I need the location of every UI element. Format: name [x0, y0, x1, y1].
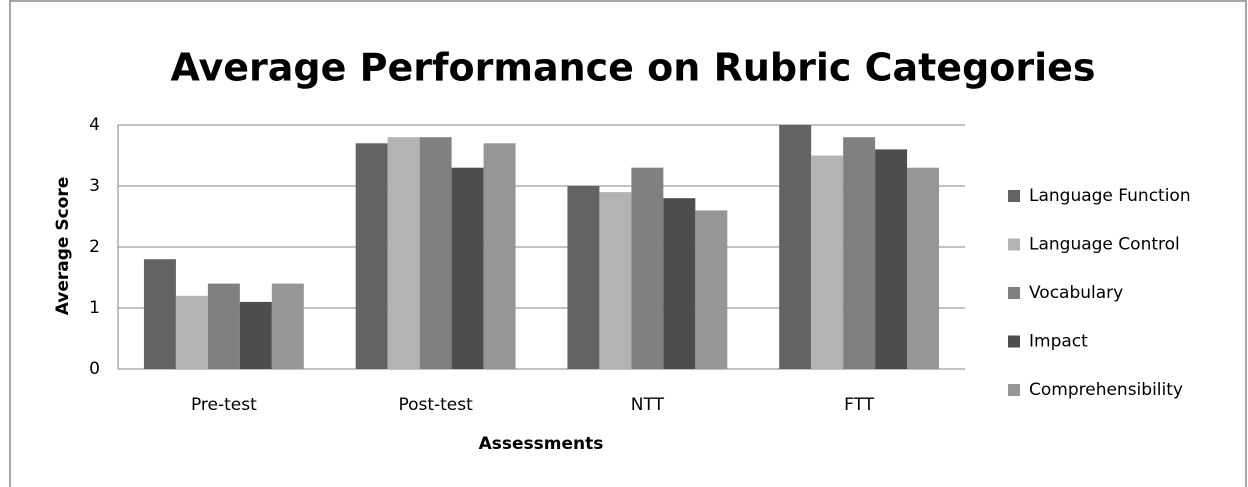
- bar: [907, 167, 940, 369]
- y-tick-label: 0: [89, 359, 100, 379]
- y-tick-label: 1: [89, 298, 100, 318]
- x-axis-title: Assessments: [479, 434, 604, 454]
- x-tick-label: Pre-test: [191, 395, 257, 415]
- bar: [271, 283, 304, 369]
- bar: [811, 155, 844, 369]
- bar: [451, 167, 484, 369]
- bar: [175, 295, 208, 369]
- bar: [355, 143, 388, 369]
- legend-swatch: [1008, 384, 1020, 396]
- bar: [387, 137, 420, 369]
- legend-label: Language Function: [1029, 186, 1191, 206]
- bar: [239, 301, 272, 369]
- y-axis-title: Average Score: [53, 177, 73, 316]
- bar: [779, 125, 812, 369]
- y-tick-label: 4: [89, 115, 100, 135]
- x-tick-label: NTT: [631, 395, 665, 415]
- legend-label: Language Control: [1029, 235, 1180, 255]
- bar: [875, 149, 908, 369]
- chart-title: Average Performance on Rubric Categories: [170, 46, 1095, 90]
- bar: [483, 143, 516, 369]
- x-tick-label: Post-test: [398, 395, 473, 415]
- legend-label: Comprehensibility: [1029, 380, 1183, 400]
- bar: [599, 192, 632, 369]
- bar: [695, 210, 728, 369]
- y-tick-label: 3: [89, 176, 100, 196]
- x-tick-label: FTT: [844, 395, 875, 415]
- bar: [419, 137, 452, 369]
- legend-swatch: [1008, 335, 1020, 348]
- legend-swatch: [1008, 190, 1020, 202]
- legend-swatch: [1008, 287, 1020, 299]
- bar: [663, 198, 696, 369]
- legend-swatch: [1008, 238, 1020, 251]
- bar: [567, 186, 600, 369]
- y-tick-label: 2: [89, 237, 100, 257]
- bar: [843, 137, 876, 369]
- legend-label: Vocabulary: [1029, 283, 1123, 303]
- bar: [143, 259, 176, 369]
- bar: [207, 283, 240, 369]
- legend-label: Impact: [1029, 332, 1088, 352]
- bar: [631, 167, 664, 369]
